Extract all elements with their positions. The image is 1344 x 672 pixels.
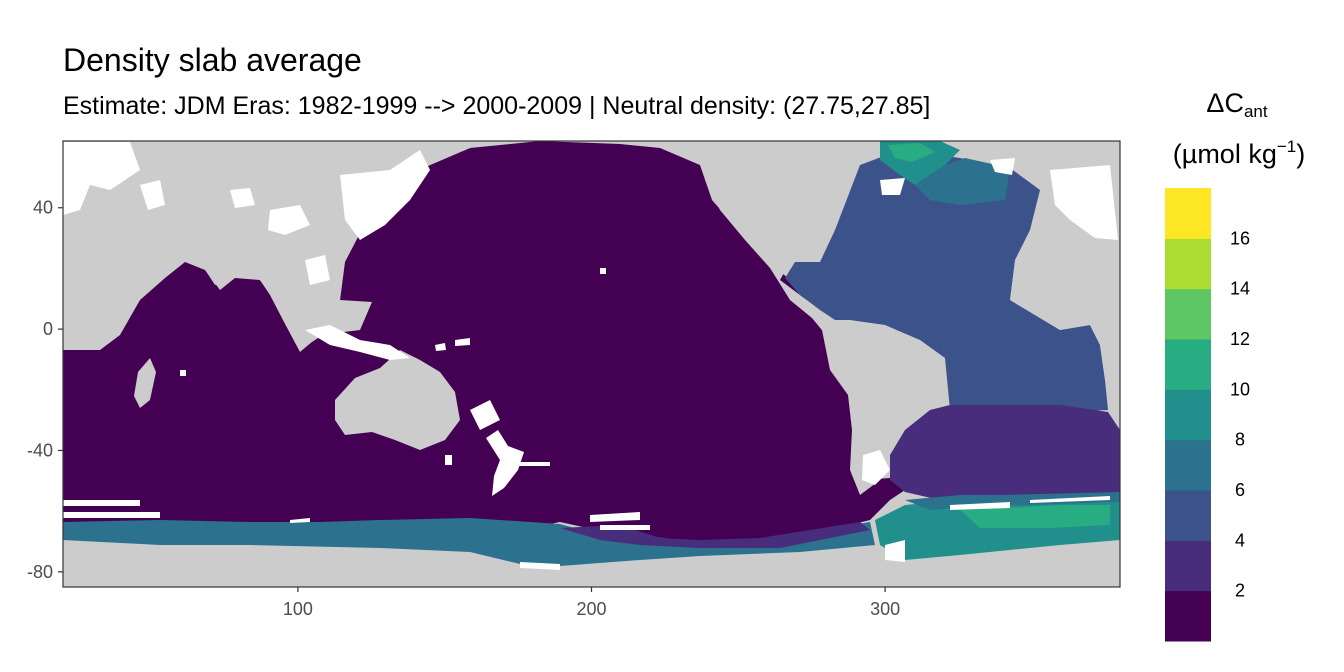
legend-color-bin [1165,389,1211,441]
x-axis: 100 200 300 [283,587,900,619]
legend-tick-label: 4 [1235,530,1245,550]
legend-color-bin [1165,339,1211,390]
chart-title: Density slab average [63,42,362,78]
legend-title: ΔCant [1206,88,1267,121]
y-tick-label: -40 [27,440,53,460]
y-axis: 40 0 -40 -80 [27,198,63,582]
x-tick-label: 200 [576,599,606,619]
x-tick-label: 300 [870,599,900,619]
legend-color-bin [1165,188,1211,239]
legend-tick-label: 2 [1235,581,1245,601]
legend-color-bin [1165,238,1211,290]
no-data-patches [63,142,1118,530]
chart-subtitle: Estimate: JDM Eras: 1982-1999 --> 2000-2… [63,92,931,120]
legend: ΔCant (µmol kg−1) 2 4 6 8 10 12 14 16 [1165,88,1305,642]
legend-color-bin [1165,288,1211,340]
ocean-region-south-atlantic [890,405,1120,500]
map-panel [63,141,1120,587]
legend-tick-labels: 2 4 6 8 10 12 14 16 [1230,228,1250,600]
legend-color-bin [1165,590,1211,642]
legend-units: (µmol kg−1) [1173,137,1305,169]
x-tick-label: 100 [283,599,313,619]
ocean-region-nordic-seas [888,143,935,162]
legend-tick-label: 6 [1235,480,1245,500]
y-tick-label: 0 [43,319,53,339]
ocean-region-north-atlantic [785,150,1108,412]
y-tick-label: 40 [33,198,53,218]
legend-color-bin [1165,439,1211,491]
y-tick-label: -80 [27,562,53,582]
legend-tick-label: 8 [1235,430,1245,450]
legend-tick-label: 10 [1230,379,1250,399]
legend-color-bin [1165,490,1211,541]
legend-color-bin [1165,540,1211,592]
legend-tick-label: 12 [1230,329,1250,349]
ocean-region-ross-shelf [63,518,875,566]
ocean-region-pacific-indian [63,141,905,548]
legend-tick-label: 16 [1230,228,1250,248]
legend-colorbar [1165,188,1211,642]
legend-tick-label: 14 [1230,279,1250,299]
